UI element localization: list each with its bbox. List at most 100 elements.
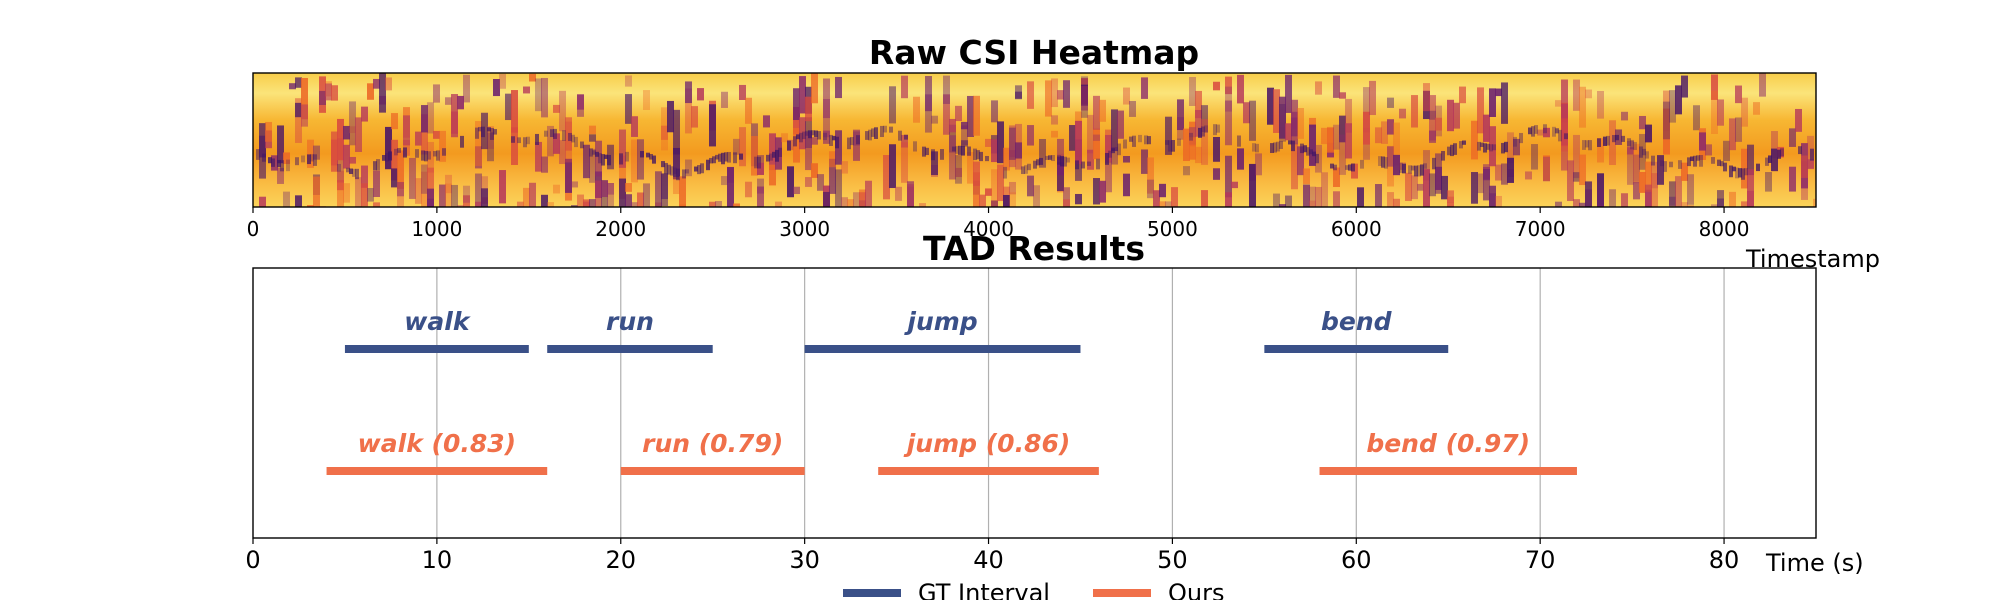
heatmap-cell	[1747, 144, 1754, 176]
heatmap-cell	[829, 158, 836, 194]
heatmap-cell	[985, 155, 989, 162]
heatmap-cell	[265, 121, 272, 142]
heatmap-cell	[1093, 95, 1100, 130]
heatmap-x-tick-label: 4000	[963, 217, 1014, 241]
heatmap-cell	[811, 73, 818, 104]
heatmap-panel: Raw CSI Heatmap 0 1000 2000 3000 4000 5000 600…	[247, 33, 1880, 273]
heatmap-cell	[517, 201, 524, 207]
heatmap-cell	[445, 97, 452, 105]
heatmap-cell	[1663, 101, 1670, 140]
heatmap-cell	[1093, 134, 1100, 141]
heatmap-cell	[1429, 173, 1436, 197]
heatmap-cell	[259, 196, 266, 207]
heatmap-cell	[1345, 98, 1352, 133]
heatmap-cell	[1741, 168, 1745, 180]
heatmap-cell	[1423, 163, 1427, 169]
heatmap-cell	[463, 74, 470, 103]
heatmap-cell	[463, 185, 470, 203]
heatmap-cell	[355, 168, 359, 180]
heatmap-cell	[1729, 165, 1733, 178]
heatmap-cell	[1711, 74, 1718, 100]
heatmap-cell	[475, 146, 482, 169]
heatmap-cell	[421, 150, 425, 161]
heatmap-cell	[1807, 159, 1814, 169]
heatmap-cell	[763, 115, 770, 128]
heatmap-cell	[715, 201, 722, 207]
heatmap-cell	[1447, 99, 1454, 132]
heatmap-cell	[1801, 155, 1808, 178]
heatmap-cell	[655, 171, 662, 207]
heatmap-cell	[682, 169, 686, 179]
heatmap-cell	[337, 138, 344, 183]
tad-intervals: walk run jump bend walk (0.83) run (0.79) jump…	[326, 307, 1577, 475]
heatmap-cell	[1330, 163, 1334, 169]
heatmap-cell	[1429, 130, 1436, 143]
heatmap-cell	[949, 118, 956, 133]
heatmap-cell	[1348, 164, 1352, 171]
heatmap-cell	[553, 184, 560, 194]
heatmap-cell	[1171, 187, 1178, 207]
heatmap-cell	[1237, 74, 1244, 104]
heatmap-cell	[1732, 166, 1736, 172]
heatmap-cell	[1462, 140, 1466, 145]
heatmap-cell	[1213, 124, 1217, 136]
heatmap-cell	[1501, 163, 1508, 185]
heatmap-cell	[1633, 143, 1640, 184]
heatmap-cell	[1582, 140, 1586, 150]
heatmap-cell	[1021, 166, 1025, 175]
heatmap-cell	[394, 148, 398, 156]
heatmap-cell	[1717, 190, 1724, 207]
heatmap-cell	[943, 75, 950, 104]
tad-x-tick-label: 80	[1709, 546, 1740, 574]
heatmap-cell	[583, 144, 590, 179]
heatmap-cell	[787, 140, 791, 151]
heatmap-cell	[1285, 74, 1292, 113]
heatmap-cell	[640, 151, 644, 158]
heatmap-cell	[478, 126, 482, 132]
heatmap-cell	[1105, 152, 1109, 165]
heatmap-cell	[1573, 79, 1580, 111]
heatmap-cell	[871, 128, 875, 137]
heatmap-cell	[451, 94, 458, 138]
heatmap-cell	[1360, 159, 1364, 169]
heatmap-cell	[1039, 157, 1043, 165]
heatmap-cell	[439, 184, 446, 207]
heatmap-cell	[1387, 97, 1394, 108]
heatmap-cell	[313, 154, 317, 166]
heatmap-cell	[1087, 161, 1091, 166]
heatmap-cell	[1687, 205, 1694, 207]
heatmap-cell	[898, 130, 902, 141]
heatmap-cell	[925, 76, 932, 112]
heatmap-cell	[529, 182, 536, 207]
heatmap-cell	[1393, 154, 1400, 176]
heatmap-cell	[1615, 134, 1619, 141]
heatmap-cell	[1285, 123, 1292, 141]
heatmap-cell	[955, 167, 962, 178]
heatmap-cell	[1495, 88, 1502, 97]
heatmap-cell	[1573, 199, 1580, 207]
legend-label: Ours	[1168, 579, 1224, 600]
heatmap-cell	[1585, 181, 1592, 207]
heatmap-cell	[1717, 99, 1724, 126]
heatmap-cell	[1693, 155, 1697, 167]
heatmap-cell	[1123, 87, 1130, 105]
heatmap-cell	[673, 147, 680, 180]
heatmap-cell	[757, 178, 764, 194]
heatmap-cell	[1753, 102, 1760, 115]
heatmap-cell	[1033, 160, 1037, 169]
heatmap-cell	[1249, 163, 1256, 207]
heatmap-cell	[1003, 166, 1007, 179]
heatmap-cell	[595, 180, 602, 207]
heatmap-cell	[757, 162, 764, 175]
heatmap-cell	[1177, 138, 1181, 146]
heatmap-cell	[1639, 115, 1646, 130]
heatmap-cell	[1351, 163, 1355, 172]
heatmap-cell	[373, 161, 377, 171]
heatmap-cell	[1273, 142, 1277, 153]
heatmap-cell	[847, 199, 854, 207]
heatmap-cell	[1117, 110, 1124, 139]
heatmap-cell	[391, 139, 398, 181]
heatmap-cell	[283, 191, 290, 207]
heatmap-cell	[901, 75, 908, 99]
heatmap-cell	[1612, 134, 1616, 143]
